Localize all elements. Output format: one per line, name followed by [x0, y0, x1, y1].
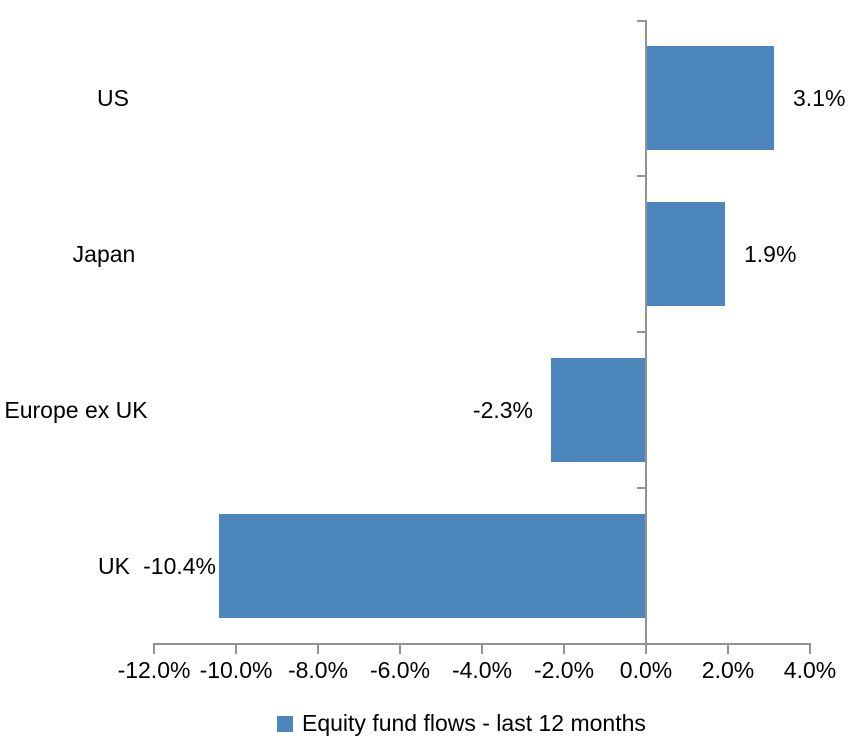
y-axis-tick — [637, 20, 646, 22]
x-tick-label: 4.0% — [783, 657, 837, 683]
x-axis-tick — [317, 643, 319, 654]
x-axis-tick — [727, 643, 729, 654]
category-label-europe-ex-uk: Europe ex UK — [4, 397, 148, 423]
x-tick-label: -4.0% — [451, 657, 513, 683]
bar-europe-ex-uk — [551, 358, 645, 462]
x-axis-tick — [153, 643, 155, 654]
x-axis-tick — [645, 643, 647, 654]
bar-us — [647, 46, 774, 150]
y-axis-tick — [637, 487, 646, 489]
x-tick-label: -2.0% — [533, 657, 595, 683]
data-label-japan: 1.9% — [744, 241, 797, 267]
x-tick-label: -6.0% — [369, 657, 431, 683]
category-label-japan: Japan — [72, 241, 136, 267]
legend-label: Equity fund flows - last 12 months — [302, 710, 646, 736]
x-axis-tick — [481, 643, 483, 654]
x-tick-label: -8.0% — [287, 657, 349, 683]
x-tick-label: -12.0% — [117, 657, 191, 683]
x-tick-label: 2.0% — [701, 657, 755, 683]
y-axis-zero-line — [645, 20, 647, 654]
bar-uk — [219, 514, 645, 618]
y-axis-tick — [637, 175, 646, 177]
x-axis-tick — [563, 643, 565, 654]
category-label-uk: UK — [98, 553, 130, 579]
x-tick-label: 0.0% — [619, 657, 673, 683]
x-axis-tick — [235, 643, 237, 654]
data-label-uk: -10.4% — [143, 553, 216, 579]
data-label-europe-ex-uk: -2.3% — [472, 397, 533, 423]
data-label-us: 3.1% — [793, 85, 846, 111]
x-axis-tick — [809, 643, 811, 654]
legend-marker-icon — [277, 715, 293, 732]
bar-japan — [647, 202, 725, 306]
legend: Equity fund flows - last 12 months — [277, 710, 646, 737]
y-axis-tick — [637, 331, 646, 333]
x-axis-tick — [399, 643, 401, 654]
x-tick-label: -10.0% — [199, 657, 273, 683]
category-label-us: US — [97, 85, 129, 111]
